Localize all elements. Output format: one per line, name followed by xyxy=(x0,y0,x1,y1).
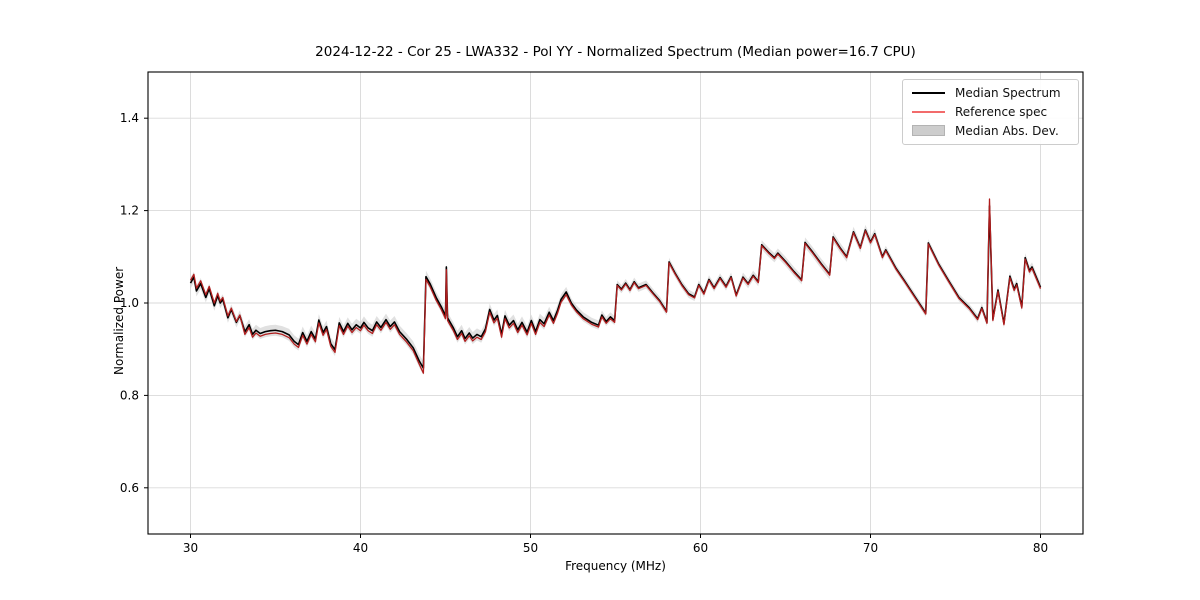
y-tick-label: 1.2 xyxy=(120,204,139,218)
x-tick-label: 60 xyxy=(693,541,708,555)
x-axis-label: Frequency (MHz) xyxy=(565,559,666,573)
median-abs-dev-patch-swatch xyxy=(912,125,945,137)
y-tick-label: 0.8 xyxy=(120,388,139,402)
x-tick-label: 50 xyxy=(523,541,538,555)
mad-band-layer xyxy=(190,197,1041,376)
legend-item-median-abs-dev: Median Abs. Dev. xyxy=(912,121,1070,140)
legend-item-median-spectrum: Median Spectrum xyxy=(912,84,1070,103)
median-spectrum-line-swatch xyxy=(912,92,945,95)
legend-item-reference-spec: Reference spec xyxy=(912,103,1070,122)
median-abs-dev-band xyxy=(190,197,1041,376)
x-tick-label: 30 xyxy=(183,541,198,555)
legend: Median Spectrum Reference spec Median Ab… xyxy=(902,79,1079,145)
y-tick-label: 0.6 xyxy=(120,481,139,495)
y-tick-label: 1.4 xyxy=(120,111,139,125)
spectrum-lines-layer xyxy=(189,198,1042,374)
legend-label: Median Spectrum xyxy=(955,86,1061,101)
x-tick-label: 80 xyxy=(1033,541,1048,555)
reference-spec-line xyxy=(189,198,1042,374)
x-tick-label: 70 xyxy=(863,541,878,555)
reference-spec-line-swatch xyxy=(912,111,945,113)
y-tick-label: 1.0 xyxy=(120,296,139,310)
axes-layer: 30 40 50 60 70 80 0.6 0.8 1.0 1.2 1.4 xyxy=(120,71,1084,555)
chart-title: 2024-12-22 - Cor 25 - LWA332 - Pol YY - … xyxy=(315,44,916,60)
x-tick-label: 40 xyxy=(353,541,368,555)
median-spectrum-line xyxy=(189,205,1042,369)
legend-label: Median Abs. Dev. xyxy=(955,123,1059,138)
legend-label: Reference spec xyxy=(955,105,1048,119)
